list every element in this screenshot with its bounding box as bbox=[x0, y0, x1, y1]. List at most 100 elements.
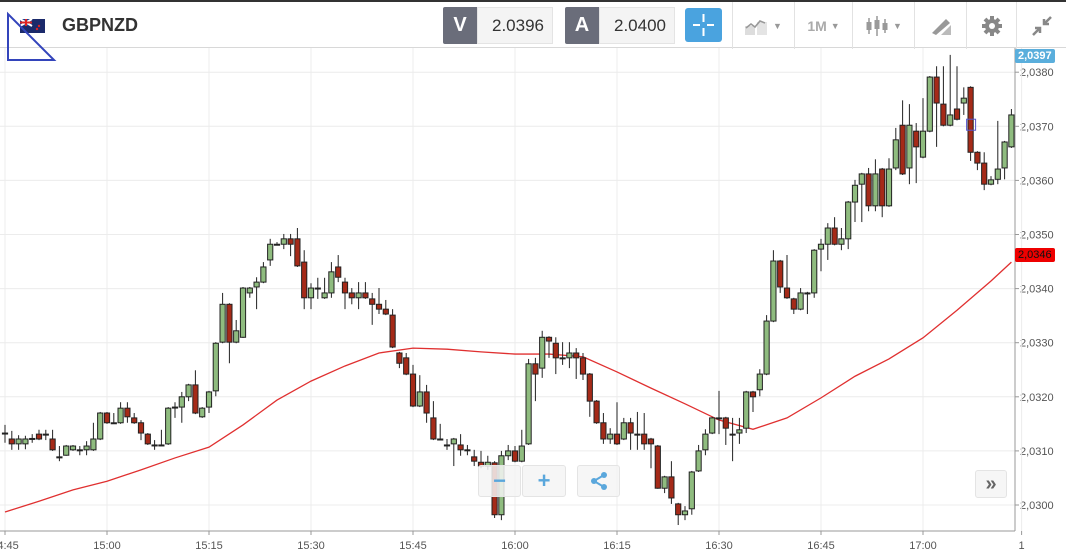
ask-label[interactable]: A bbox=[565, 7, 599, 44]
x-tick-label: 16:15 bbox=[603, 540, 631, 552]
candle-up bbox=[607, 433, 614, 440]
bid-price[interactable]: 2.0396 bbox=[477, 7, 553, 44]
candle-down bbox=[301, 261, 308, 299]
indicators-icon bbox=[745, 19, 768, 35]
candle-down bbox=[790, 298, 797, 310]
candle-down bbox=[192, 384, 199, 414]
candle-down bbox=[457, 444, 464, 451]
candle-up bbox=[743, 391, 750, 429]
y-tick-label: 2,0380 bbox=[1020, 67, 1054, 79]
candle-up bbox=[811, 249, 818, 294]
price-chart[interactable]: 2,0300 2,0310 2,0320 2,0330 2,0340 2,0350 2,03… bbox=[0, 48, 1066, 560]
candle-up bbox=[117, 407, 124, 424]
drawing-tools-icon bbox=[931, 18, 951, 35]
candle-up bbox=[505, 450, 512, 457]
candle-down bbox=[913, 130, 920, 148]
chart-type-button[interactable]: ▼ bbox=[852, 2, 914, 49]
candle-up bbox=[729, 433, 736, 436]
y-tick-label: 2,0300 bbox=[1020, 500, 1054, 512]
scroll-to-latest-button[interactable]: » bbox=[975, 470, 1007, 498]
candle-up bbox=[709, 417, 716, 434]
candle-up bbox=[199, 407, 206, 418]
candle-down bbox=[933, 76, 940, 104]
candle-up bbox=[450, 438, 457, 445]
x-tick-label: 16:00 bbox=[501, 540, 529, 552]
zoom-out-button[interactable]: − bbox=[478, 465, 521, 497]
candle-up bbox=[280, 238, 287, 245]
x-tick-label: 16:30 bbox=[705, 540, 733, 552]
candle-up bbox=[926, 76, 933, 132]
candle-down bbox=[879, 168, 886, 207]
candle-up bbox=[307, 287, 315, 299]
candle-down bbox=[375, 303, 383, 310]
candle-down bbox=[783, 287, 791, 299]
candle-up bbox=[695, 450, 702, 472]
candle-up bbox=[539, 336, 546, 369]
candle-down bbox=[8, 438, 15, 445]
zoom-in-button[interactable]: + bbox=[522, 465, 566, 497]
candle-up bbox=[165, 407, 172, 445]
candle-up bbox=[443, 444, 451, 447]
y-tick-label: 2,0320 bbox=[1020, 392, 1054, 404]
candle-down bbox=[668, 476, 675, 499]
candle-up bbox=[253, 281, 260, 288]
candle-up bbox=[69, 445, 77, 451]
candle-down bbox=[294, 238, 301, 267]
candle-up bbox=[634, 433, 641, 436]
y-tick-label: 2,0370 bbox=[1020, 121, 1054, 133]
candle-up bbox=[97, 412, 104, 440]
candle-up bbox=[872, 173, 879, 207]
settings-button[interactable] bbox=[966, 2, 1016, 49]
x-tick-label: 15:15 bbox=[195, 540, 223, 552]
candle-up bbox=[219, 303, 226, 343]
candle-up bbox=[525, 363, 532, 445]
candle-down bbox=[471, 456, 478, 462]
candle-down bbox=[654, 445, 661, 489]
candle-down bbox=[137, 422, 145, 434]
crosshair-icon bbox=[693, 14, 714, 36]
candle-up bbox=[273, 243, 281, 246]
candle-down bbox=[226, 303, 233, 343]
x-tick-label: 15:30 bbox=[297, 540, 325, 552]
candle-up bbox=[328, 271, 335, 294]
candle-up bbox=[892, 139, 899, 169]
candle-up bbox=[824, 227, 831, 245]
candle-up bbox=[171, 406, 179, 409]
y-tick-label: 2,0350 bbox=[1020, 230, 1054, 242]
y-tick-label: 2,0330 bbox=[1020, 338, 1054, 350]
candle-up bbox=[987, 179, 995, 185]
candle-down bbox=[341, 281, 349, 294]
crosshair-button[interactable] bbox=[685, 8, 722, 42]
candle-down bbox=[675, 503, 682, 516]
candle-down bbox=[593, 400, 600, 424]
y-tick-label: 2,0340 bbox=[1020, 284, 1054, 296]
candle-up bbox=[947, 114, 954, 126]
candle-up bbox=[212, 342, 219, 392]
drawing-tools-button[interactable] bbox=[914, 2, 966, 49]
bid-label[interactable]: V bbox=[443, 7, 477, 44]
collapse-button[interactable] bbox=[1016, 2, 1066, 49]
crosshair-marker bbox=[966, 118, 977, 131]
candle-up bbox=[464, 449, 471, 452]
candle-down bbox=[981, 162, 988, 185]
candle-down bbox=[974, 151, 981, 164]
candle-down bbox=[940, 103, 947, 126]
candle-down bbox=[722, 417, 729, 429]
interval-dropdown[interactable]: 1M ▼ bbox=[794, 2, 852, 49]
candle-down bbox=[967, 86, 974, 153]
candle-down bbox=[865, 173, 872, 207]
x-tick-label: 15:00 bbox=[93, 540, 121, 552]
candle-up bbox=[919, 130, 927, 158]
indicators-button[interactable]: ▼ bbox=[732, 2, 794, 49]
candle-down bbox=[389, 314, 396, 348]
ask-price[interactable]: 2.0400 bbox=[599, 7, 675, 44]
candle-up bbox=[56, 456, 63, 459]
candle-up bbox=[185, 384, 192, 398]
candle-up bbox=[355, 292, 362, 299]
candle-down bbox=[144, 433, 151, 445]
toolbar: GBPNZD V 2.0396 A 2.0400 ▼ 1M ▼ ▼ bbox=[0, 0, 1066, 61]
share-button[interactable] bbox=[577, 465, 620, 497]
candle-up bbox=[178, 396, 185, 408]
candle-down bbox=[423, 391, 430, 414]
candle-up bbox=[15, 438, 22, 445]
